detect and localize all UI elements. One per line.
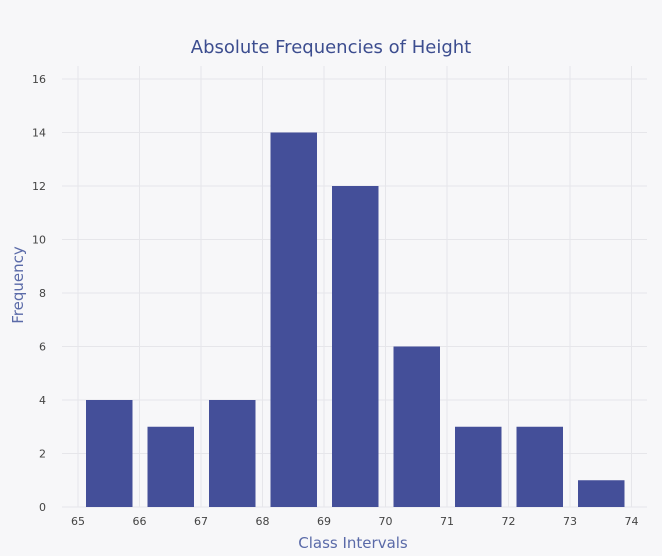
x-tick-label: 73	[563, 515, 577, 528]
y-tick-label: 12	[32, 180, 46, 193]
x-tick-label: 66	[133, 515, 147, 528]
x-tick-label: 71	[440, 515, 454, 528]
x-tick-label: 72	[502, 515, 516, 528]
histogram-bar	[270, 132, 317, 507]
bars	[86, 132, 625, 507]
x-tick-label: 70	[379, 515, 393, 528]
y-axis-ticks: 0 2 4 6 8 10 12 14 16	[32, 73, 46, 514]
histogram-bar	[455, 426, 502, 507]
histogram-bar	[393, 346, 440, 507]
x-tick-label: 68	[256, 515, 270, 528]
x-tick-label: 65	[71, 515, 85, 528]
y-tick-label: 8	[39, 287, 46, 300]
y-axis-title: Frequency	[9, 246, 27, 324]
x-tick-label: 74	[625, 515, 639, 528]
histogram-bar	[147, 426, 194, 507]
y-tick-label: 14	[32, 127, 46, 140]
y-tick-label: 0	[39, 501, 46, 514]
y-tick-label: 6	[39, 341, 46, 354]
histogram-bar	[86, 400, 133, 507]
x-tick-label: 67	[194, 515, 208, 528]
histogram-bar	[332, 186, 379, 507]
histogram-bar	[209, 400, 256, 507]
y-tick-label: 2	[39, 448, 46, 461]
histogram-bar	[578, 480, 625, 507]
x-axis-ticks: 65 66 67 68 69 70 71 72 73 74	[71, 515, 639, 528]
y-tick-label: 10	[32, 234, 46, 247]
x-axis-title: Class Intervals	[298, 534, 408, 552]
chart-title: Absolute Frequencies of Height	[191, 37, 471, 58]
x-tick-label: 69	[317, 515, 331, 528]
histogram-bar	[516, 426, 563, 507]
y-tick-label: 4	[39, 394, 46, 407]
y-tick-label: 16	[32, 73, 46, 86]
